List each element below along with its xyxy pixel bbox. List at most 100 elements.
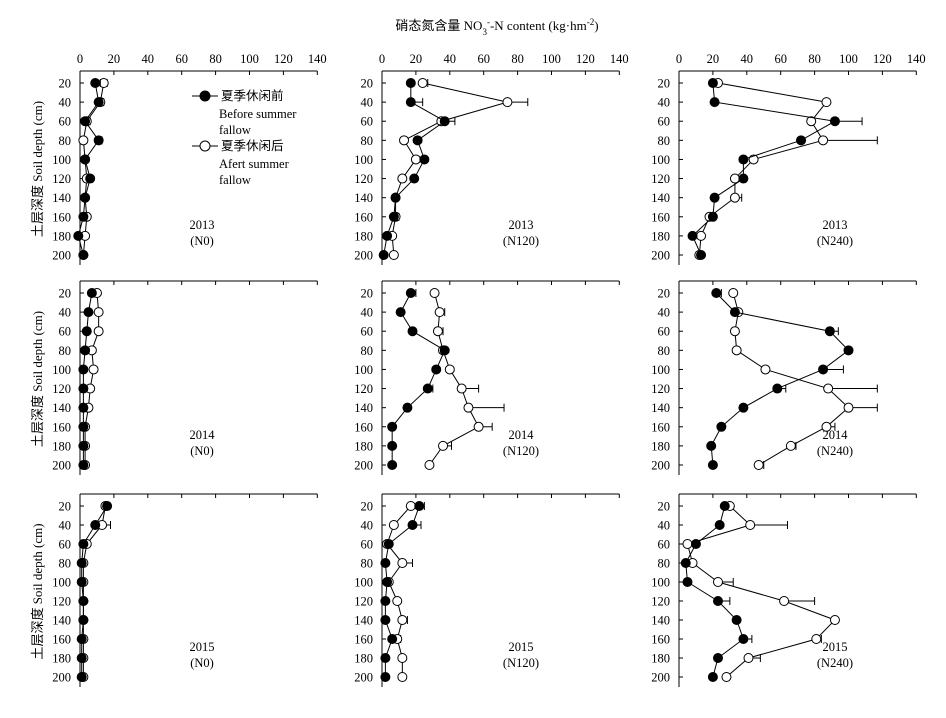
- y-tick-label: 160: [354, 420, 373, 434]
- panel-2015-n0: 20 40 60 80 100 120 140 160 180 200 土层深度 Soil dept…: [30, 493, 318, 687]
- series-after-fallow-point: [417, 78, 428, 88]
- x-tick-label: 20: [108, 52, 121, 66]
- series-after-fallow-point: [397, 615, 408, 625]
- series-after-fallow-point: [682, 539, 693, 549]
- series-after-fallow-point: [821, 97, 832, 108]
- series-before-fallow-point: [409, 173, 420, 184]
- x-tick-label: 0: [77, 52, 83, 66]
- series-before-fallow-point: [78, 402, 89, 413]
- series-before-fallow-point: [712, 653, 723, 663]
- panel-2014-n240: 20 40 60 80 100 120 140 160 180 200 2014 (N240): [651, 280, 917, 475]
- series-before-fallow-point: [382, 577, 393, 587]
- y-tick-label: 60: [59, 538, 72, 552]
- series-before-fallow-point: [405, 78, 416, 88]
- y-tick-label: 140: [354, 614, 373, 628]
- y-tick-label: 100: [354, 576, 373, 590]
- series-before-fallow-point: [431, 364, 442, 375]
- series-before-fallow-point: [85, 173, 96, 184]
- y-tick-label: 60: [658, 325, 671, 339]
- series-before-fallow-point: [729, 307, 740, 318]
- series-after-fallow-point: [463, 402, 474, 413]
- series-before-fallow-point: [772, 383, 783, 394]
- y-tick-label: 100: [52, 576, 71, 590]
- y-tick-label: 180: [651, 229, 670, 243]
- series-before-fallow-line: [691, 82, 837, 256]
- y-tick-label: 160: [52, 420, 71, 434]
- series-before-fallow-point: [687, 230, 698, 241]
- series-before-fallow-point: [387, 440, 398, 451]
- y-tick-label: 200: [354, 249, 373, 263]
- legend-before-marker: [199, 90, 211, 102]
- y-tick-label: 100: [52, 153, 71, 167]
- series-before-fallow-point: [93, 135, 104, 146]
- series-after-fallow-point: [745, 520, 756, 530]
- series-before-fallow-point: [414, 501, 425, 511]
- panel-year-label: 2015: [822, 640, 847, 654]
- series-after-fallow-point: [397, 672, 408, 682]
- y-tick-label: 60: [658, 538, 671, 552]
- y-tick-label: 80: [59, 557, 72, 571]
- panel-year-label: 2014: [508, 428, 534, 442]
- x-axis-title-sup2: -2: [587, 17, 595, 27]
- y-tick-label: 20: [59, 500, 72, 514]
- series-before-fallow-point: [78, 440, 89, 451]
- panel-treatment-label: (N0): [190, 234, 214, 248]
- x-tick-label: 80: [808, 52, 821, 66]
- y-tick-label: 100: [52, 363, 71, 377]
- x-axis-title-main: 硝态氮含量 NO: [395, 18, 482, 33]
- series-before-fallow-point: [78, 460, 89, 470]
- series-after-fallow-point: [456, 383, 467, 394]
- series-before-fallow-point: [387, 460, 398, 470]
- panel-2014-n0: 20 40 60 80 100 120 140 160 180 200 土层深度 Soil dept…: [30, 280, 318, 475]
- x-axis-title-mid: -N content (kg·hm: [490, 18, 587, 33]
- series-before-fallow-point: [78, 364, 89, 375]
- panel-year-label: 2015: [190, 640, 215, 654]
- series-after-fallow-line: [698, 82, 828, 256]
- series-after-fallow-point: [388, 520, 399, 530]
- panel-2013-n120: 0 20 40 60 80 100 120 140 20 40 60 80 100 120 140 160 18…: [354, 52, 629, 265]
- series-before-fallow-point: [680, 558, 691, 568]
- panel-2015-n120: 20 40 60 80 100 120 140 160 180 200 2015 (N120): [354, 493, 620, 687]
- series-before-fallow-point: [412, 135, 423, 146]
- series-before-fallow-point: [709, 192, 720, 203]
- x-tick-label: 0: [379, 52, 385, 66]
- y-tick-label: 140: [651, 191, 670, 205]
- panel-year-label: 2013: [190, 218, 215, 232]
- series-before-fallow-point: [390, 192, 401, 203]
- series-after-fallow-point: [93, 326, 104, 337]
- y-tick-label: 200: [354, 671, 373, 685]
- y-tick-label: 120: [651, 595, 670, 609]
- y-tick-label: 20: [361, 77, 374, 91]
- x-tick-label: 100: [839, 52, 858, 66]
- series-after-fallow-line: [82, 505, 106, 677]
- series-before-fallow-point: [818, 364, 829, 375]
- y-tick-label: 60: [361, 538, 374, 552]
- series-after-fallow-point: [731, 345, 742, 356]
- y-tick-label: 80: [361, 557, 374, 571]
- series-before-fallow-point: [76, 672, 87, 682]
- y-tick-label: 120: [52, 172, 71, 186]
- series-after-fallow-point: [88, 364, 99, 375]
- series-before-fallow-point: [76, 558, 87, 568]
- y-tick-label: 120: [354, 172, 373, 186]
- y-tick-label: 160: [651, 633, 670, 647]
- panel-year-label: 2013: [508, 218, 533, 232]
- series-after-fallow-point: [424, 460, 435, 470]
- y-tick-label: 140: [651, 401, 670, 415]
- series-before-fallow-line: [384, 505, 420, 677]
- y-tick-label: 100: [651, 153, 670, 167]
- x-tick-label: 140: [308, 52, 327, 66]
- y-tick-label: 160: [52, 633, 71, 647]
- series-after-fallow-point: [473, 421, 484, 432]
- y-tick-label: 200: [354, 459, 373, 473]
- panel-2014-n120: 20 40 60 80 100 120 140 160 180 200 2014 (N120): [354, 280, 620, 475]
- series-after-fallow-point: [388, 250, 399, 260]
- series-after-fallow-point: [821, 421, 832, 432]
- y-tick-label: 60: [658, 115, 671, 129]
- series-before-fallow-point: [378, 250, 389, 260]
- series-after-fallow-point: [397, 558, 408, 568]
- series-before-fallow-point: [407, 326, 418, 337]
- series-after-fallow-line: [84, 292, 100, 465]
- x-tick-label: 60: [774, 52, 787, 66]
- y-tick-label: 160: [52, 210, 71, 224]
